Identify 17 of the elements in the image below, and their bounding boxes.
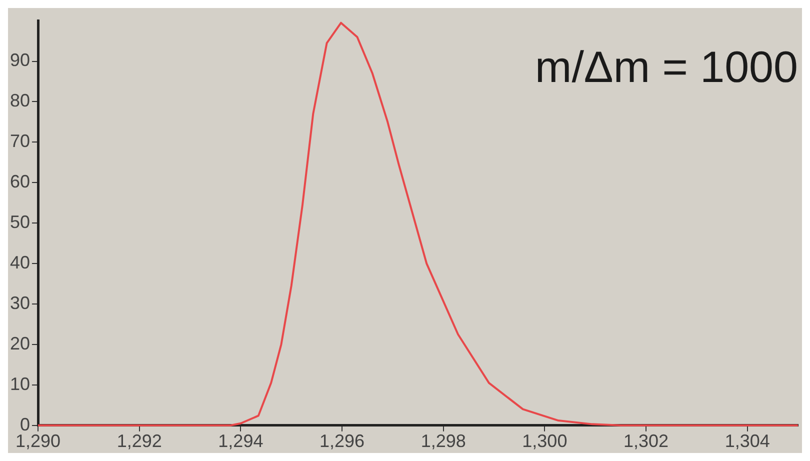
y-tick-label: 60	[10, 172, 30, 192]
y-tick-label: 70	[10, 131, 30, 152]
y-tick-label: 50	[10, 212, 30, 232]
x-tick-label: 1,304	[724, 431, 770, 452]
y-tick-label: 40	[10, 252, 30, 273]
y-tick-label: 90	[10, 50, 30, 70]
x-tick-label: 1,294	[218, 431, 264, 452]
x-tick-label: 1,300	[522, 431, 568, 452]
x-tick-label: 1,292	[116, 431, 162, 452]
y-tick-label: 80	[10, 90, 30, 111]
y-tick-label: 10	[10, 374, 30, 394]
y-tick-label: 30	[10, 292, 30, 313]
x-tick-label: 1,298	[420, 431, 466, 452]
x-tick-label: 1,296	[319, 431, 365, 452]
x-tick-label: 1,302	[623, 431, 669, 452]
annotation: m/Δm = 1000	[535, 43, 798, 92]
y-tick-label: 20	[10, 333, 30, 354]
